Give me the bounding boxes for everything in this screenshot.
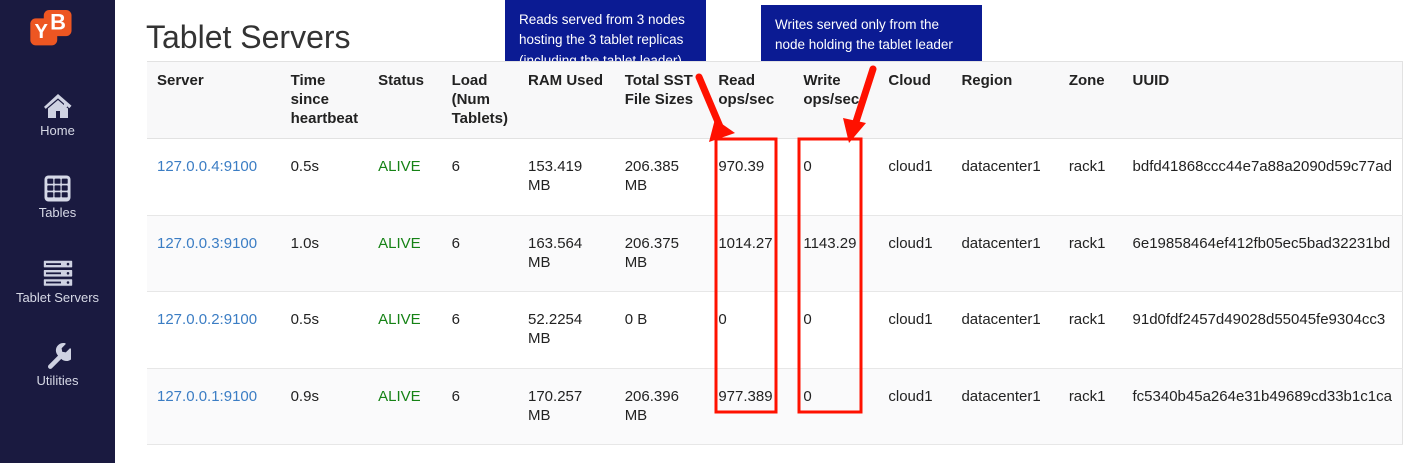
svg-text:Y: Y: [35, 21, 49, 43]
svg-text:B: B: [50, 10, 66, 34]
